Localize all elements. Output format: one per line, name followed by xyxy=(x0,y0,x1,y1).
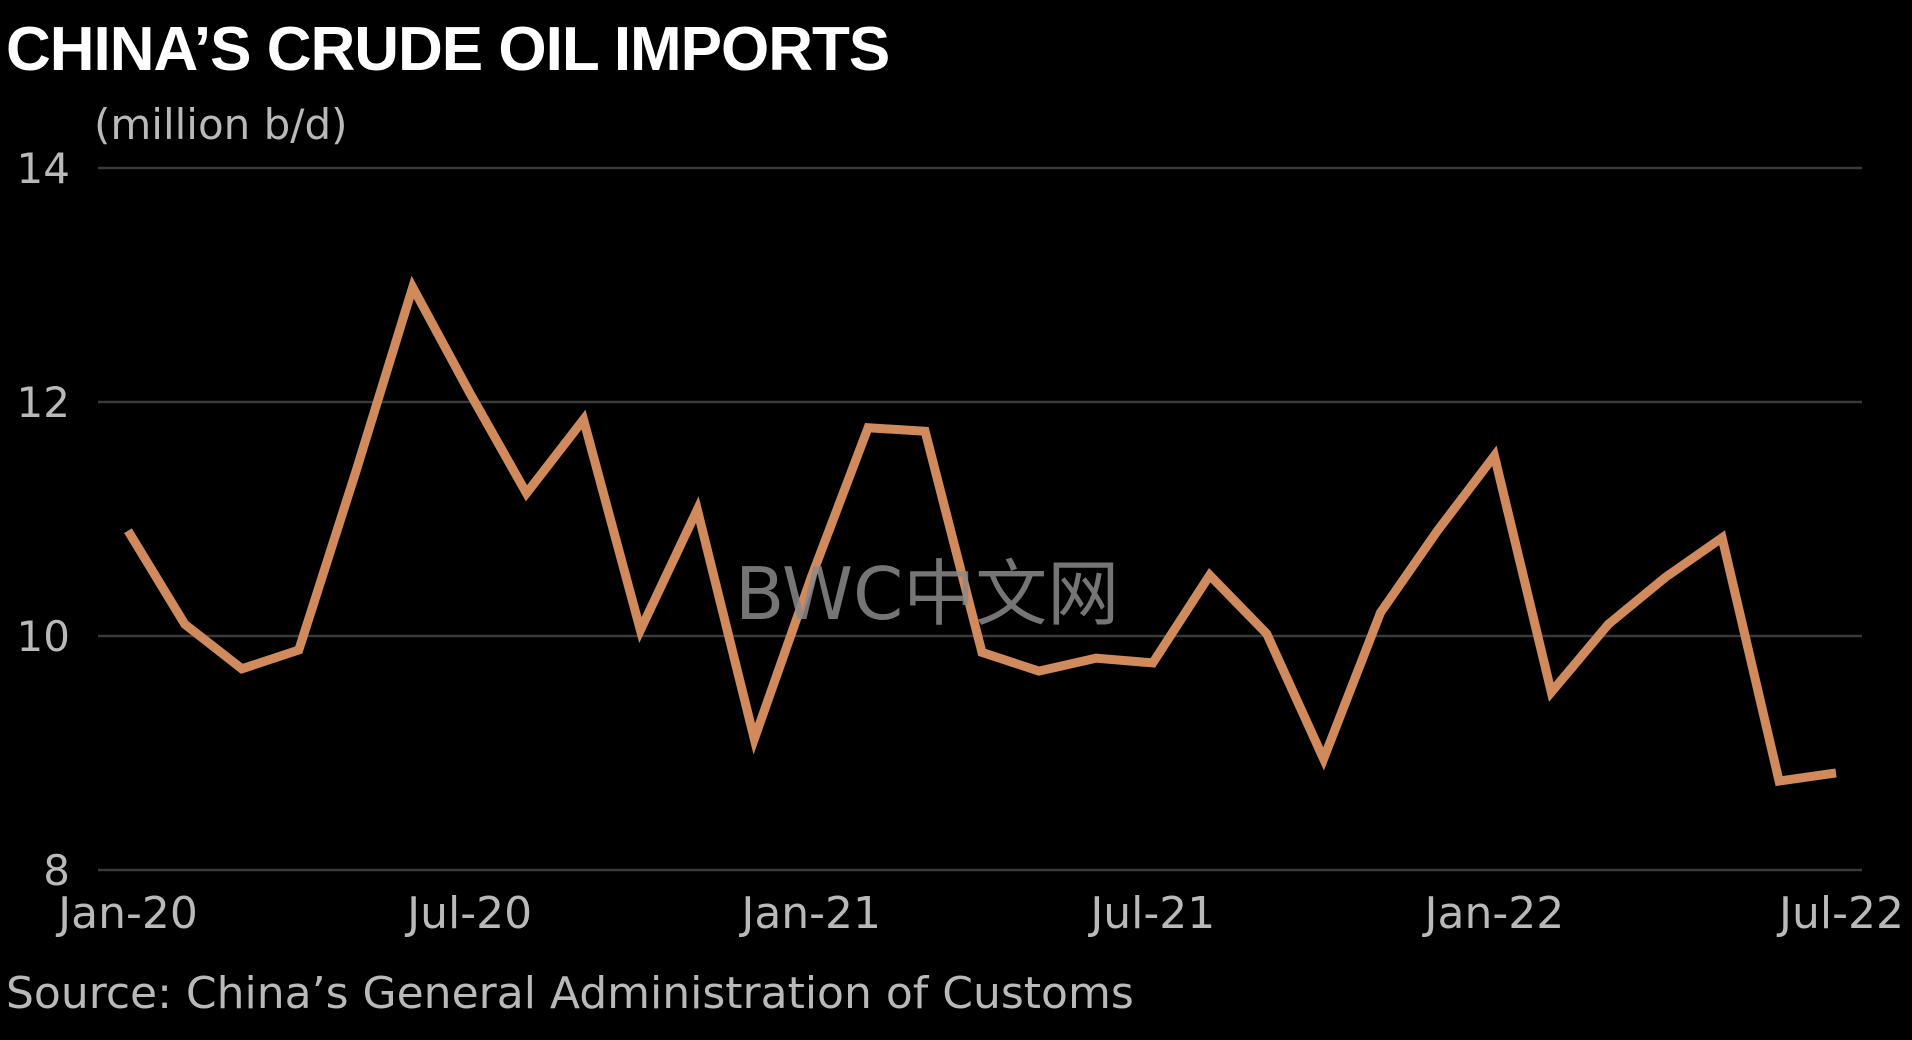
x-tick-label: Jul-22 xyxy=(1776,888,1904,939)
x-tick-label: Jul-20 xyxy=(404,888,532,939)
x-tick-label: Jan-20 xyxy=(55,888,198,939)
x-tick-label: Jan-22 xyxy=(1422,888,1565,939)
y-tick-label: 14 xyxy=(17,144,70,193)
source-note: Source: China’s General Administration o… xyxy=(6,968,1134,1019)
y-axis-unit-label: (million b/d) xyxy=(94,100,348,149)
watermark: BWC中文网 xyxy=(735,552,1120,636)
x-tick-label: Jul-21 xyxy=(1087,888,1215,939)
y-tick-label: 8 xyxy=(43,846,70,895)
y-tick-label: 12 xyxy=(17,378,70,427)
x-tick-label: Jan-21 xyxy=(738,888,881,939)
y-tick-label: 10 xyxy=(17,612,70,661)
chart-title: CHINA’S CRUDE OIL IMPORTS xyxy=(6,15,890,84)
series-line-0 xyxy=(124,275,1837,787)
